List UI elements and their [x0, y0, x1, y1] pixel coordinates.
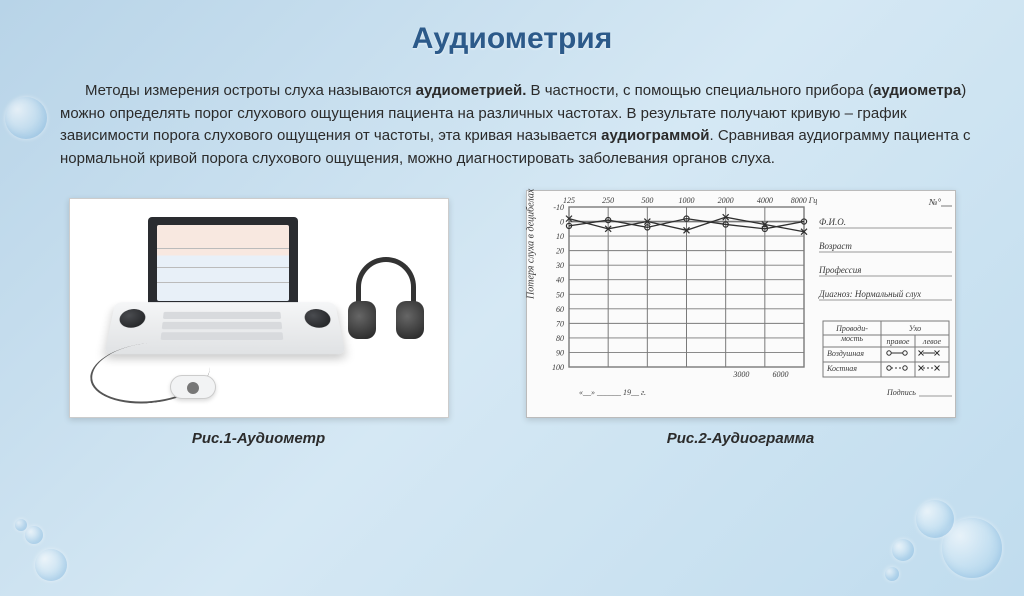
svg-text:30: 30 — [555, 261, 564, 270]
svg-text:250: 250 — [602, 196, 614, 205]
decorative-bubble — [15, 519, 27, 531]
svg-text:левое: левое — [921, 337, 941, 346]
svg-text:Воздушная: Воздушная — [827, 349, 864, 358]
text-run: Методы измерения остроты слуха называютс… — [85, 82, 416, 99]
text-bold: аудиометра — [873, 82, 961, 99]
figure-2: Потеря слуха в децибелах 125250500100020… — [526, 190, 956, 447]
svg-text:2000: 2000 — [717, 196, 733, 205]
svg-text:500: 500 — [641, 196, 653, 205]
decorative-bubble — [35, 549, 67, 581]
figure-1-caption: Рис.1-Аудиометр — [192, 430, 325, 447]
transducer-icon — [170, 375, 216, 399]
decorative-bubble — [25, 526, 43, 544]
svg-text:правое: правое — [886, 337, 909, 346]
text-run: В частности, с помощью специального приб… — [526, 82, 873, 99]
text-bold: аудиометрией. — [416, 82, 527, 99]
svg-text:4000: 4000 — [756, 196, 772, 205]
svg-text:80: 80 — [556, 334, 564, 343]
decorative-bubble — [885, 567, 899, 581]
text-bold: аудиограммой — [601, 127, 709, 144]
svg-text:10: 10 — [556, 232, 564, 241]
svg-text:мость: мость — [839, 334, 862, 343]
svg-text:Профессия: Профессия — [818, 265, 861, 275]
figure-1: Рис.1-Аудиометр — [69, 198, 449, 447]
headphones-icon — [346, 257, 426, 347]
svg-text:-10: -10 — [553, 203, 564, 212]
svg-text:Костная: Костная — [826, 364, 857, 373]
svg-text:125: 125 — [563, 196, 575, 205]
svg-text:0: 0 — [560, 218, 564, 227]
decorative-bubble — [892, 539, 914, 561]
audiogram-chart: Потеря слуха в децибелах 125250500100020… — [526, 190, 956, 418]
svg-text:70: 70 — [556, 319, 564, 328]
svg-text:60: 60 — [556, 305, 564, 314]
svg-text:100: 100 — [552, 363, 564, 372]
audiometer-illustration — [69, 198, 449, 418]
text-run — [60, 82, 85, 99]
decorative-bubble — [916, 500, 954, 538]
svg-text:№°: №° — [928, 197, 941, 207]
figures-row: Рис.1-Аудиометр Потеря слуха в децибелах… — [0, 190, 1024, 447]
svg-text:90: 90 — [556, 348, 564, 357]
svg-text:40: 40 — [556, 276, 564, 285]
figure-2-caption: Рис.2-Аудиограмма — [667, 430, 814, 447]
svg-text:1000: 1000 — [678, 196, 694, 205]
svg-text:Ухо: Ухо — [908, 324, 920, 333]
svg-text:8000 Гц: 8000 Гц — [790, 196, 817, 205]
svg-text:Подпись: Подпись — [886, 388, 916, 397]
slide-title: Аудиометрия — [0, 22, 1024, 56]
svg-text:Возраст: Возраст — [819, 241, 852, 251]
svg-text:3000: 3000 — [732, 370, 749, 379]
audiogram-svg: 125 250 500 1000 2000 4000 8000 Гц 3000 6000 -10 0… — [527, 191, 957, 419]
svg-text:Ф.И.О.: Ф.И.О. — [819, 217, 846, 227]
decorative-bubble — [5, 97, 47, 139]
svg-text:«__» ______ 19__ г.: «__» ______ 19__ г. — [579, 388, 646, 397]
svg-text:Проводи-: Проводи- — [835, 324, 868, 333]
svg-text:Диагноз: Нормальный слух: Диагноз: Нормальный слух — [818, 289, 921, 299]
body-paragraph: Методы измерения остроты слуха называютс… — [60, 80, 982, 170]
svg-text:6000: 6000 — [772, 370, 788, 379]
svg-text:20: 20 — [556, 247, 564, 256]
svg-text:50: 50 — [556, 290, 564, 299]
